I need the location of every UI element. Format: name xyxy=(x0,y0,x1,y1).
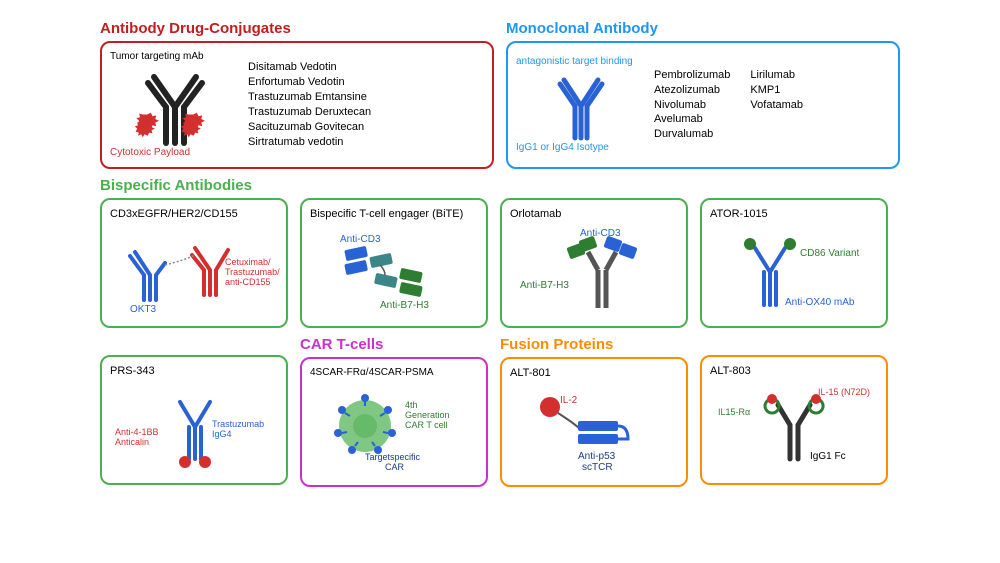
bispec-box-5: PRS-343 Anti-4-1BBAnticalin TrastuzumabI… xyxy=(100,355,288,485)
fusion-title: Fusion Proteins xyxy=(500,336,688,353)
adc-sub1: Tumor targeting mAb xyxy=(110,51,240,63)
svg-text:Anti-OX40 mAb: Anti-OX40 mAb xyxy=(785,297,855,308)
svg-text:Cetuximab/Trastuzumab/anti-CD1: Cetuximab/Trastuzumab/anti-CD155 xyxy=(225,257,280,287)
mab-title: Monoclonal Antibody xyxy=(506,20,900,37)
svg-text:Anti-B7-H3: Anti-B7-H3 xyxy=(520,280,569,291)
svg-text:IL15-Rα: IL15-Rα xyxy=(718,407,750,417)
svg-text:OKT3: OKT3 xyxy=(130,304,157,315)
adc-antibody-icon xyxy=(130,65,220,145)
orlotamab-icon: Anti-CD3 Anti-B7-H3 xyxy=(510,230,680,315)
bispec1-icon: OKT3 Cetuximab/Trastuzumab/anti-CD155 xyxy=(110,230,280,315)
adc-sub2: Cytotoxic Payload xyxy=(110,147,240,159)
svg-text:Anti-CD3: Anti-CD3 xyxy=(580,228,621,239)
prs343-icon: Anti-4-1BBAnticalin TrastuzumabIgG4 xyxy=(110,387,280,472)
svg-text:IL-15 (N72D): IL-15 (N72D) xyxy=(818,387,870,397)
adc-box: Tumor targeting mAb Cytotoxic Payload Di… xyxy=(100,41,494,169)
car-box: 4SCAR-FRα/4SCAR-PSMA 4thGenerationCAR T … xyxy=(300,357,488,487)
svg-text:IgG1 Fc: IgG1 Fc xyxy=(810,451,846,462)
svg-text:Anti-4-1BBAnticalin: Anti-4-1BBAnticalin xyxy=(115,427,159,447)
bispec-box-3: Orlotamab Anti-CD3 Anti-B7-H3 xyxy=(500,198,688,328)
car-title: CAR T-cells xyxy=(300,336,488,353)
bispec-box-4: ATOR-1015 CD86 Variant Anti-OX40 mAb xyxy=(700,198,888,328)
svg-text:IL-2: IL-2 xyxy=(560,395,578,406)
adc-drugs: Disitamab Vedotin Enfortumab Vedotin Tra… xyxy=(248,60,371,149)
fusion-box-2: ALT-803 IL-15 (N72D) IL15-Rα IgG1 Fc xyxy=(700,355,888,485)
bispec-title: Bispecific Antibodies xyxy=(100,177,900,194)
mab-sub1: antagonistic target binding xyxy=(516,56,646,68)
ator-icon: CD86 Variant Anti-OX40 mAb xyxy=(710,230,880,315)
adc-title: Antibody Drug-Conjugates xyxy=(100,20,494,37)
svg-text:TrastuzumabIgG4: TrastuzumabIgG4 xyxy=(212,419,264,439)
svg-text:Anti-B7-H3: Anti-B7-H3 xyxy=(380,300,429,311)
bispec-box-1: CD3xEGFR/HER2/CD155 OKT3 Cetuximab/Trast… xyxy=(100,198,288,328)
svg-text:Anti-p53scTCR: Anti-p53scTCR xyxy=(578,451,616,473)
mab-antibody-icon xyxy=(546,70,616,140)
fusion-box-1: ALT-801 IL-2 Anti-p53scTCR xyxy=(500,357,688,487)
alt801-icon: IL-2 Anti-p53scTCR xyxy=(510,389,680,474)
svg-text:TargetspecificCAR: TargetspecificCAR xyxy=(365,452,421,472)
svg-text:Anti-CD3: Anti-CD3 xyxy=(340,234,381,245)
mab-drugs: Pembrolizumab Atezolizumab Nivolumab Ave… xyxy=(654,68,803,142)
bite-icon: Anti-CD3 Anti-B7-H3 xyxy=(310,230,480,315)
svg-text:CD86 Variant: CD86 Variant xyxy=(800,248,860,259)
svg-text:4thGenerationCAR T cell: 4thGenerationCAR T cell xyxy=(405,400,450,430)
bispec-box-2: Bispecific T-cell engager (BiTE) Anti-CD… xyxy=(300,198,488,328)
mab-box: antagonistic target binding IgG1 or IgG4… xyxy=(506,41,900,169)
cart-icon: 4thGenerationCAR T cell TargetspecificCA… xyxy=(310,388,480,473)
alt803-icon: IL-15 (N72D) IL15-Rα IgG1 Fc xyxy=(710,387,880,472)
mab-sub2: IgG1 or IgG4 Isotype xyxy=(516,142,646,154)
